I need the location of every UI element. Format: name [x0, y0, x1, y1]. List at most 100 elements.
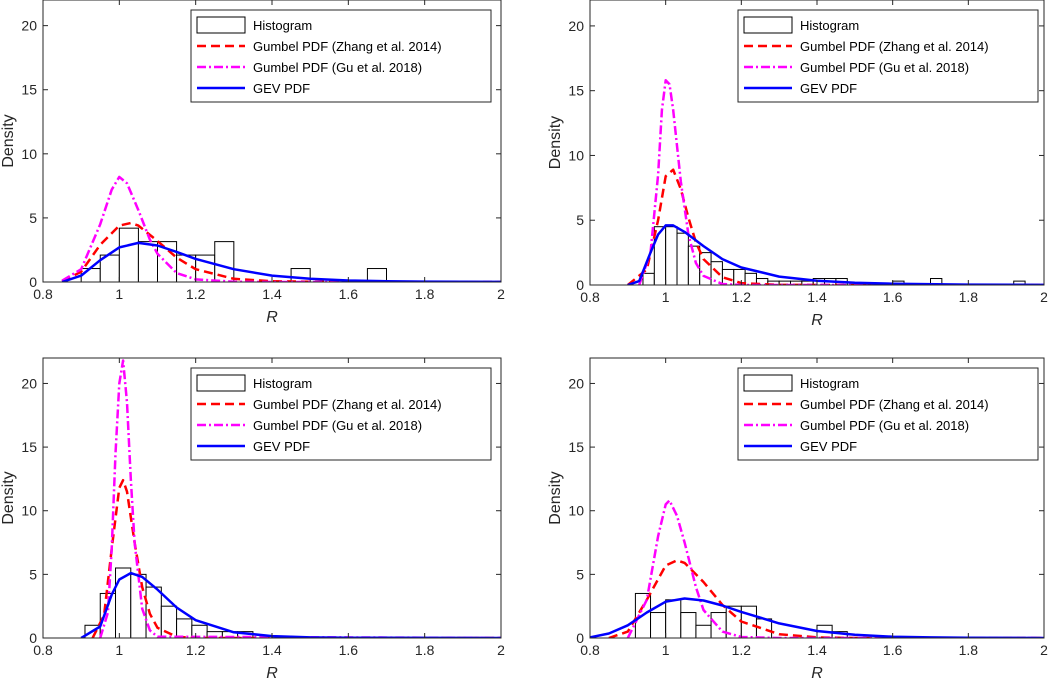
- y-tick-label: 20: [21, 375, 37, 391]
- legend-entry-label: Gumbel PDF (Gu et al. 2018): [800, 418, 969, 433]
- y-axis-label: Density: [547, 471, 564, 524]
- y-tick-label: 5: [29, 210, 37, 226]
- legend-entry-label: GEV PDF: [253, 81, 310, 96]
- histogram-bar: [80, 268, 101, 282]
- x-tick-label: 1.2: [186, 286, 206, 302]
- x-tick-label: 1.6: [339, 642, 359, 658]
- x-tick-label: 1.4: [807, 642, 827, 658]
- y-tick-label: 20: [568, 18, 584, 34]
- chart-panel-1: 0.8 1 1.2 1.4 1.6 1.8 205101520RDensityHistogr…: [0, 0, 505, 326]
- legend: Histogram Gumbel PDF (Zhang et al. 2014) G…: [737, 367, 1039, 461]
- x-tick-label: 1: [115, 286, 123, 302]
- x-tick-label: 1.2: [186, 642, 206, 658]
- legend-entry-label: Gumbel PDF (Gu et al. 2018): [800, 60, 969, 75]
- y-tick-label: 15: [568, 439, 584, 455]
- x-tick-label: 0.8: [580, 289, 600, 305]
- x-tick-label: 0.8: [33, 642, 53, 658]
- x-tick-label: 1: [662, 642, 670, 658]
- histogram-bar: [290, 268, 311, 282]
- histogram-bar: [930, 278, 943, 285]
- legend-entry-label: Histogram: [800, 376, 859, 391]
- y-tick-label: 0: [29, 630, 37, 646]
- x-tick-label: 1.8: [959, 289, 979, 305]
- x-tick-label: 1.8: [415, 642, 435, 658]
- x-tick-label: 2: [497, 286, 505, 302]
- x-tick-label: 1.4: [262, 642, 282, 658]
- y-tick-label: 10: [568, 147, 584, 163]
- histogram-bar: [118, 227, 139, 282]
- x-tick-label: 2: [1040, 642, 1048, 658]
- x-tick-label: 1.6: [883, 289, 903, 305]
- legend-entry-label: Histogram: [800, 18, 859, 33]
- y-tick-label: 5: [576, 212, 584, 228]
- histogram-bar: [176, 618, 193, 638]
- y-tick-label: 20: [21, 18, 37, 34]
- legend-entry-label: GEV PDF: [800, 439, 857, 454]
- legend-entry-label: Gumbel PDF (Gu et al. 2018): [253, 60, 422, 75]
- x-axis-label: R: [266, 309, 278, 326]
- histogram-bar: [653, 226, 667, 285]
- x-tick-label: 1.8: [959, 642, 979, 658]
- x-tick-label: 1.6: [339, 286, 359, 302]
- y-tick-label: 20: [568, 375, 584, 391]
- histogram-bar: [665, 599, 682, 638]
- x-tick-label: 2: [1040, 289, 1048, 305]
- histogram-bar: [695, 624, 712, 638]
- y-axis-label: Density: [0, 114, 17, 167]
- gev-line: [80, 571, 501, 638]
- x-tick-label: 0.8: [580, 642, 600, 658]
- histogram-bar: [137, 241, 159, 282]
- x-axis-label: R: [266, 665, 278, 682]
- legend: Histogram Gumbel PDF (Zhang et al. 2014) G…: [737, 9, 1039, 103]
- legend-entry-label: Histogram: [253, 376, 312, 391]
- x-tick-label: 1.2: [732, 289, 752, 305]
- legend-swatch-histogram: [743, 374, 793, 392]
- histogram-bar: [676, 232, 689, 285]
- legend-entry-label: Gumbel PDF (Gu et al. 2018): [253, 418, 422, 433]
- histogram-bar: [214, 241, 235, 282]
- histogram-bar: [710, 612, 727, 638]
- y-tick-label: 15: [21, 439, 37, 455]
- histogram-bar: [642, 272, 655, 285]
- y-tick-label: 0: [576, 630, 584, 646]
- gev-line: [590, 597, 1044, 638]
- x-tick-label: 1: [662, 289, 670, 305]
- chart-panel-2: 0.8 1 1.2 1.4 1.6 1.8 205101520RDensityHistogr…: [547, 0, 1048, 329]
- y-tick-label: 0: [29, 274, 37, 290]
- gev-line: [627, 224, 1044, 285]
- x-tick-label: 1.4: [807, 289, 827, 305]
- histogram-bar: [366, 268, 387, 282]
- legend-entry-label: Gumbel PDF (Zhang et al. 2014): [800, 397, 989, 412]
- histogram-bars: [642, 226, 1026, 285]
- gumbel-gu-line: [638, 79, 1044, 285]
- chart-panel-4: 0.8 1 1.2 1.4 1.6 1.8 205101520RDensityHistogr…: [547, 357, 1048, 682]
- legend-entry-label: Gumbel PDF (Zhang et al. 2014): [800, 39, 989, 54]
- y-tick-label: 15: [568, 83, 584, 99]
- legend-swatch-histogram: [743, 16, 793, 34]
- y-tick-label: 10: [21, 503, 37, 519]
- y-tick-label: 15: [21, 82, 37, 98]
- pdf-curves: [80, 359, 501, 638]
- y-axis-label: Density: [547, 116, 564, 169]
- histogram-bars: [634, 592, 848, 638]
- x-tick-label: 1.8: [415, 286, 435, 302]
- gumbel-gu-line: [99, 359, 501, 638]
- x-axis-label: R: [811, 312, 823, 329]
- gumbel-gu-line: [61, 175, 501, 282]
- histogram-bar: [665, 226, 678, 285]
- x-tick-label: 1: [115, 642, 123, 658]
- y-tick-label: 10: [21, 146, 37, 162]
- y-tick-label: 10: [568, 503, 584, 519]
- histogram-bar: [699, 252, 712, 285]
- histogram-bar: [130, 573, 147, 638]
- x-tick-label: 1.6: [883, 642, 903, 658]
- y-axis-label: Density: [0, 471, 17, 524]
- legend: Histogram Gumbel PDF (Zhang et al. 2014) G…: [190, 9, 492, 103]
- gev-line: [61, 241, 501, 282]
- legend: Histogram Gumbel PDF (Zhang et al. 2014) G…: [190, 367, 492, 461]
- y-tick-label: 5: [576, 566, 584, 582]
- x-tick-label: 1.2: [732, 642, 752, 658]
